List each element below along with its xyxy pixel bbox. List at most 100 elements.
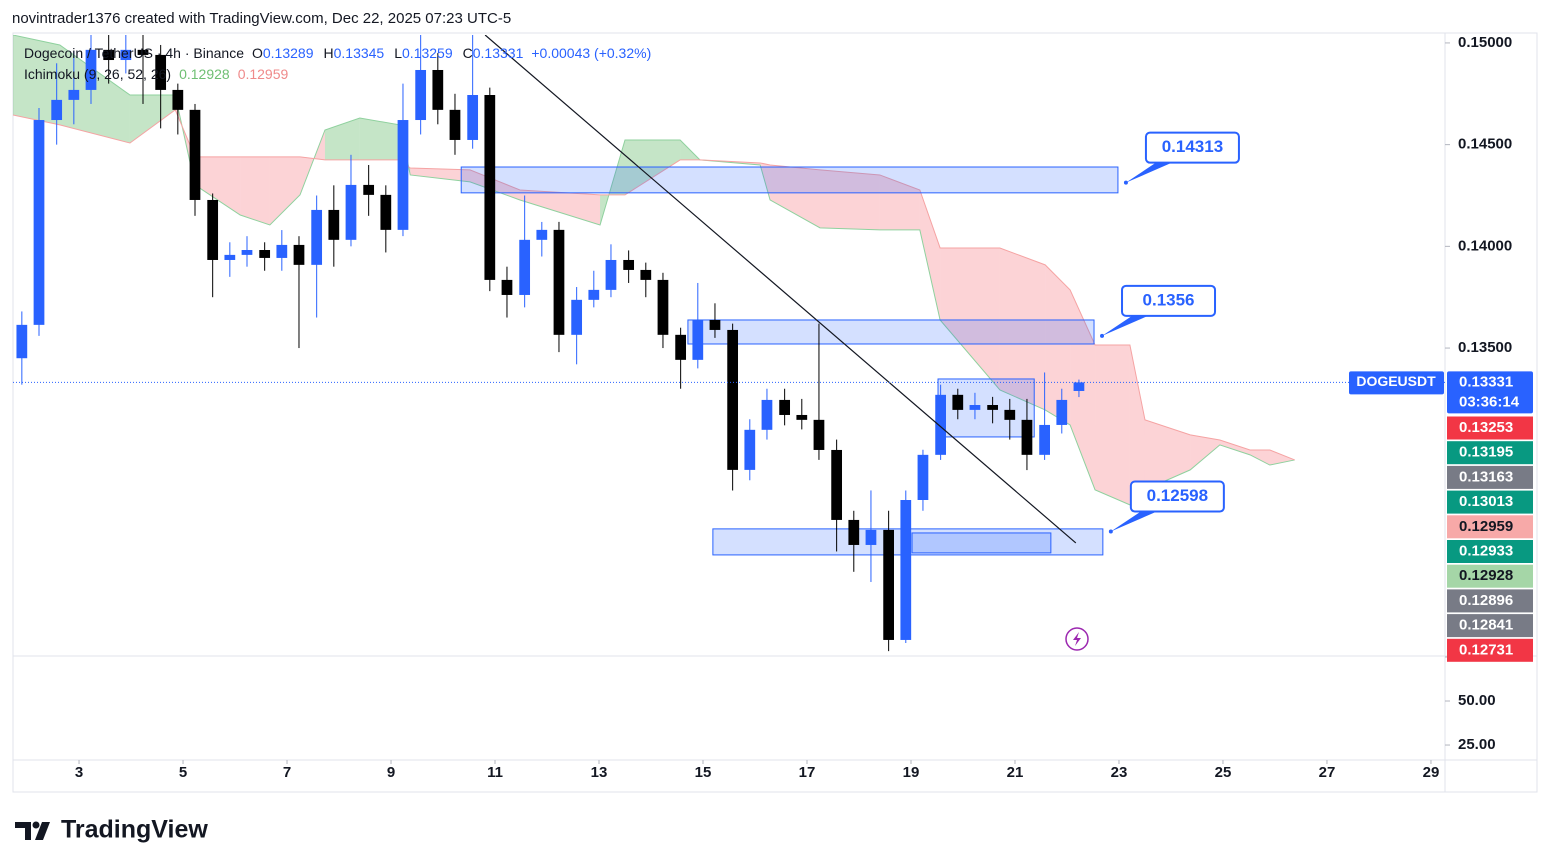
callout-pointer — [1102, 315, 1149, 336]
cloud-segment — [1250, 449, 1270, 466]
callout-box — [1121, 284, 1217, 317]
candle-body — [796, 414, 808, 420]
ohlc-value: 0.13259 — [402, 45, 453, 61]
callout-label: 0.1356 — [1143, 290, 1195, 309]
ohlc-key: H — [323, 45, 333, 61]
candle-body — [917, 454, 929, 500]
callout-box — [1144, 131, 1240, 164]
candle-body — [1004, 409, 1016, 420]
cloud-segment — [919, 190, 941, 320]
price-zone — [460, 166, 1119, 194]
x-tick-label: 15 — [695, 764, 712, 781]
price-tag-label: 0.13013 — [1459, 493, 1513, 510]
x-tick-label: 17 — [799, 764, 816, 781]
x-tick-label: 19 — [903, 764, 920, 781]
candle-body — [363, 184, 375, 195]
ohlc-value: 0.13331 — [473, 45, 524, 61]
callout-label: 0.14313 — [1162, 137, 1223, 156]
x-tick-label: 23 — [1111, 764, 1128, 781]
x-tick-label: 3 — [75, 764, 83, 781]
symbol-tag — [1349, 371, 1444, 395]
candle-body — [224, 254, 236, 260]
cloud-segment — [1269, 449, 1295, 466]
cloud-segment — [59, 44, 130, 144]
candle-body — [831, 449, 843, 520]
cloud-segment — [1144, 419, 1191, 490]
price-tag — [1447, 490, 1533, 514]
price-tag — [1447, 638, 1533, 662]
x-tick-label: 21 — [1007, 764, 1024, 781]
candle-body — [969, 405, 981, 410]
candle-body — [813, 419, 825, 450]
symbol-legend: Dogecoin / TetherUS · 4h · Binance O0.132… — [24, 45, 651, 61]
cloud-segment — [770, 164, 820, 228]
callout-pointer — [1125, 162, 1172, 183]
price-tag — [1447, 441, 1533, 465]
last-price-label: 0.13331 — [1459, 373, 1513, 390]
candle-body — [1056, 399, 1068, 425]
candle-body — [120, 49, 132, 61]
candle-body — [536, 229, 548, 240]
x-tick-label: 5 — [179, 764, 187, 781]
chart-frame — [12, 32, 1538, 793]
cloud-segment — [1129, 345, 1145, 505]
cloud-segment — [999, 247, 1046, 410]
candle-body — [501, 279, 513, 295]
callout-label: 0.12598 — [1147, 486, 1208, 505]
cloud-segment — [819, 169, 880, 230]
indicator-legend: Ichimoku (9, 26, 52, 26) 0.12928 0.12959 — [24, 66, 289, 82]
candle-body — [415, 69, 427, 121]
symbol-name: Dogecoin / TetherUS · 4h · Binance — [24, 45, 244, 61]
price-tag — [1447, 564, 1533, 588]
y-tick-label: 0.15000 — [1458, 34, 1512, 51]
candle-body — [85, 49, 97, 90]
callout-box — [1129, 480, 1225, 513]
cloud-segment — [359, 117, 400, 160]
candle-body — [900, 500, 912, 640]
price-tag — [1447, 614, 1533, 638]
price-tag — [1447, 465, 1533, 489]
candle-body — [276, 244, 288, 258]
ohlc-value: 0.13289 — [263, 45, 314, 61]
price-tag-label: 0.13253 — [1459, 419, 1513, 436]
candle-body — [33, 120, 45, 325]
price-tag-label: 0.12731 — [1459, 641, 1513, 658]
ohlc-key: C — [463, 45, 473, 61]
callout-anchor — [1108, 529, 1113, 534]
x-tick-label: 27 — [1319, 764, 1336, 781]
cloud-line — [13, 109, 1295, 461]
ohlc-key: L — [394, 45, 402, 61]
candle-body — [293, 244, 305, 265]
price-tag-label: 0.12841 — [1459, 617, 1513, 634]
candle-body — [640, 269, 652, 280]
indicator-value: 0.12928 — [179, 66, 230, 82]
candle-body — [605, 259, 617, 290]
price-tag — [1447, 540, 1533, 563]
y-tick-label: 25.00 — [1458, 736, 1496, 753]
cloud-segment — [194, 156, 241, 216]
candle-body — [692, 319, 704, 360]
candle-body — [241, 250, 253, 255]
candle-body — [345, 184, 357, 240]
candle-body — [657, 279, 669, 335]
candle-body — [467, 95, 479, 140]
candle-body — [449, 109, 461, 140]
x-tick-label: 9 — [387, 764, 395, 781]
price-pane — [13, 35, 1295, 652]
candle-body — [744, 429, 756, 470]
candle-body — [779, 399, 791, 415]
brand-logo — [15, 821, 50, 840]
candle-body — [103, 49, 115, 61]
candle-body — [484, 95, 496, 280]
candle-body — [1073, 382, 1085, 391]
indicator-value: 0.12959 — [238, 66, 289, 82]
cloud-segment — [129, 95, 176, 144]
candle-body — [189, 109, 201, 200]
candle-body — [848, 519, 860, 545]
price-tag-label: 0.13195 — [1459, 444, 1513, 461]
price-tag — [1447, 515, 1533, 539]
header-text: novintrader1376 created with TradingView… — [12, 10, 511, 27]
alert-icon[interactable] — [1065, 627, 1089, 651]
cloud-segment — [1045, 264, 1071, 425]
